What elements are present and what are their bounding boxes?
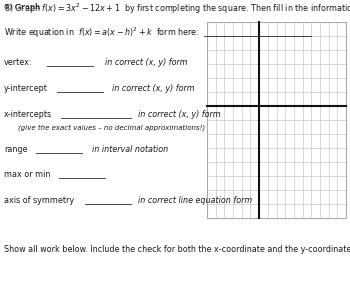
Text: ____________: ____________ (84, 196, 132, 205)
Text: 8) Graph: 8) Graph (4, 3, 43, 11)
Text: in correct (x, y) form: in correct (x, y) form (112, 84, 195, 93)
Text: max or min: max or min (4, 170, 50, 179)
Text: Write equation in  $f(x)=a(x-h)^2+k$  form here:  ___________________________: Write equation in $f(x)=a(x-h)^2+k$ form… (4, 26, 314, 40)
Text: in correct (x, y) form: in correct (x, y) form (138, 110, 220, 119)
Text: axis of symmetry: axis of symmetry (4, 196, 74, 205)
Text: ____________: ____________ (58, 170, 106, 179)
Text: in interval notation: in interval notation (92, 145, 168, 154)
Bar (207, 22, 346, 218)
Text: in correct (x, y) form: in correct (x, y) form (105, 58, 188, 67)
Text: ____________: ____________ (46, 58, 94, 67)
Text: vertex:: vertex: (4, 58, 33, 67)
Text: ____________: ____________ (35, 145, 83, 154)
Text: range: range (4, 145, 28, 154)
Text: y-intercept: y-intercept (4, 84, 48, 93)
Text: x-intercepts: x-intercepts (4, 110, 52, 119)
Text: Show all work below. Include the check for both the x-coordinate and the y-coord: Show all work below. Include the check f… (4, 245, 350, 254)
Text: ____________: ____________ (56, 84, 104, 93)
Text: __________________: __________________ (60, 110, 132, 119)
Text: 8) Graph $f(x)=3x^2-12x+1$  by first completing the square. Then fill in the inf: 8) Graph $f(x)=3x^2-12x+1$ by first comp… (4, 2, 350, 16)
Text: (give the exact values – no decimal approximations!): (give the exact values – no decimal appr… (18, 124, 205, 131)
Text: in correct line equation form: in correct line equation form (138, 196, 252, 205)
